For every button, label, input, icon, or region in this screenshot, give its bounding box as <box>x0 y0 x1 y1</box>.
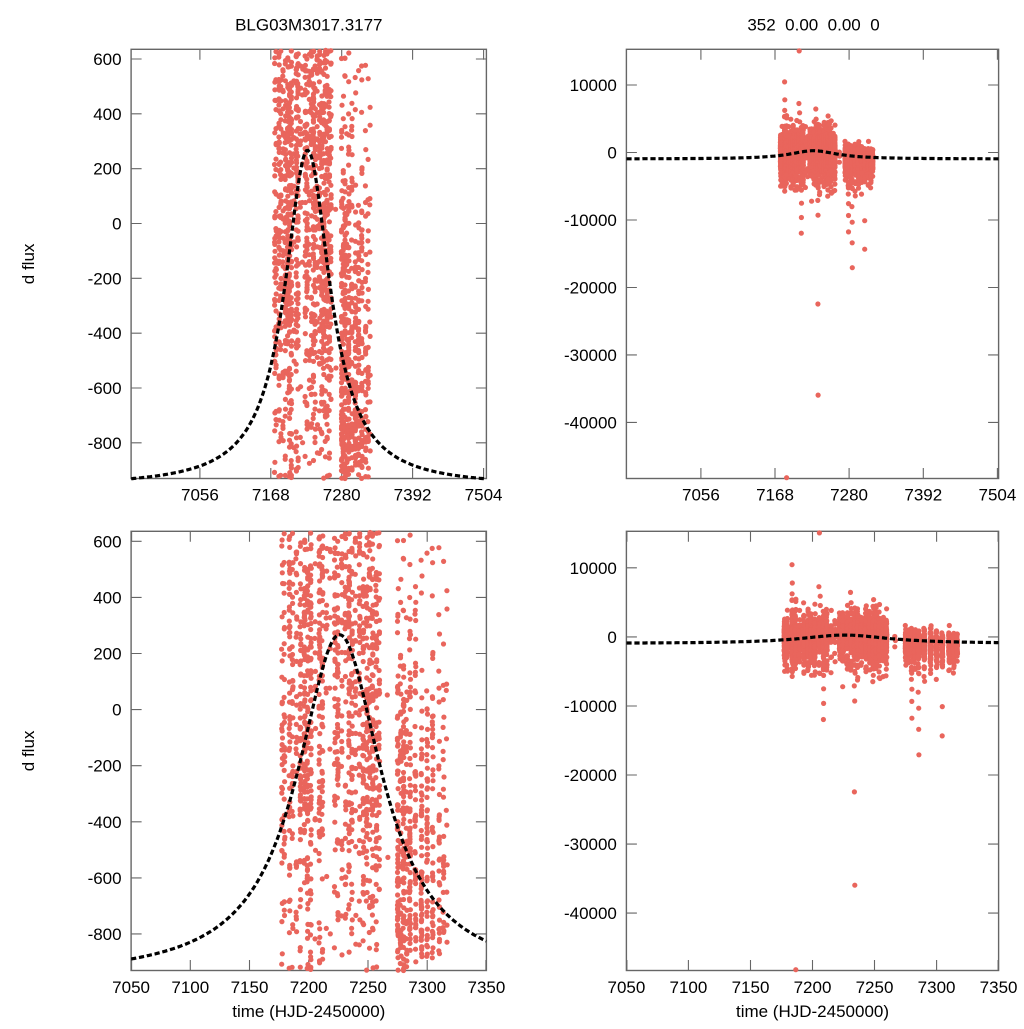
svg-text:10000: 10000 <box>570 76 617 95</box>
svg-text:400: 400 <box>93 105 121 124</box>
svg-text:-400: -400 <box>88 324 122 343</box>
svg-text:7504: 7504 <box>465 486 503 505</box>
svg-text:7504: 7504 <box>978 486 1016 505</box>
svg-text:-40000: -40000 <box>564 413 617 432</box>
svg-text:7056: 7056 <box>682 486 720 505</box>
svg-text:-800: -800 <box>88 434 122 453</box>
svg-text:7392: 7392 <box>394 486 432 505</box>
svg-text:7056: 7056 <box>181 486 219 505</box>
svg-text:0: 0 <box>607 144 616 163</box>
svg-text:-200: -200 <box>88 269 122 288</box>
svg-text:7280: 7280 <box>830 486 868 505</box>
svg-text:7280: 7280 <box>323 486 361 505</box>
svg-text:600: 600 <box>93 50 121 69</box>
svg-text:-10000: -10000 <box>564 211 617 230</box>
svg-text:-600: -600 <box>88 379 122 398</box>
svg-text:7392: 7392 <box>904 486 942 505</box>
svg-text:0: 0 <box>112 215 121 234</box>
svg-text:200: 200 <box>93 160 121 179</box>
svg-text:7168: 7168 <box>756 486 794 505</box>
svg-text:-30000: -30000 <box>564 346 617 365</box>
svg-text:-20000: -20000 <box>564 279 617 298</box>
svg-text:7168: 7168 <box>252 486 290 505</box>
